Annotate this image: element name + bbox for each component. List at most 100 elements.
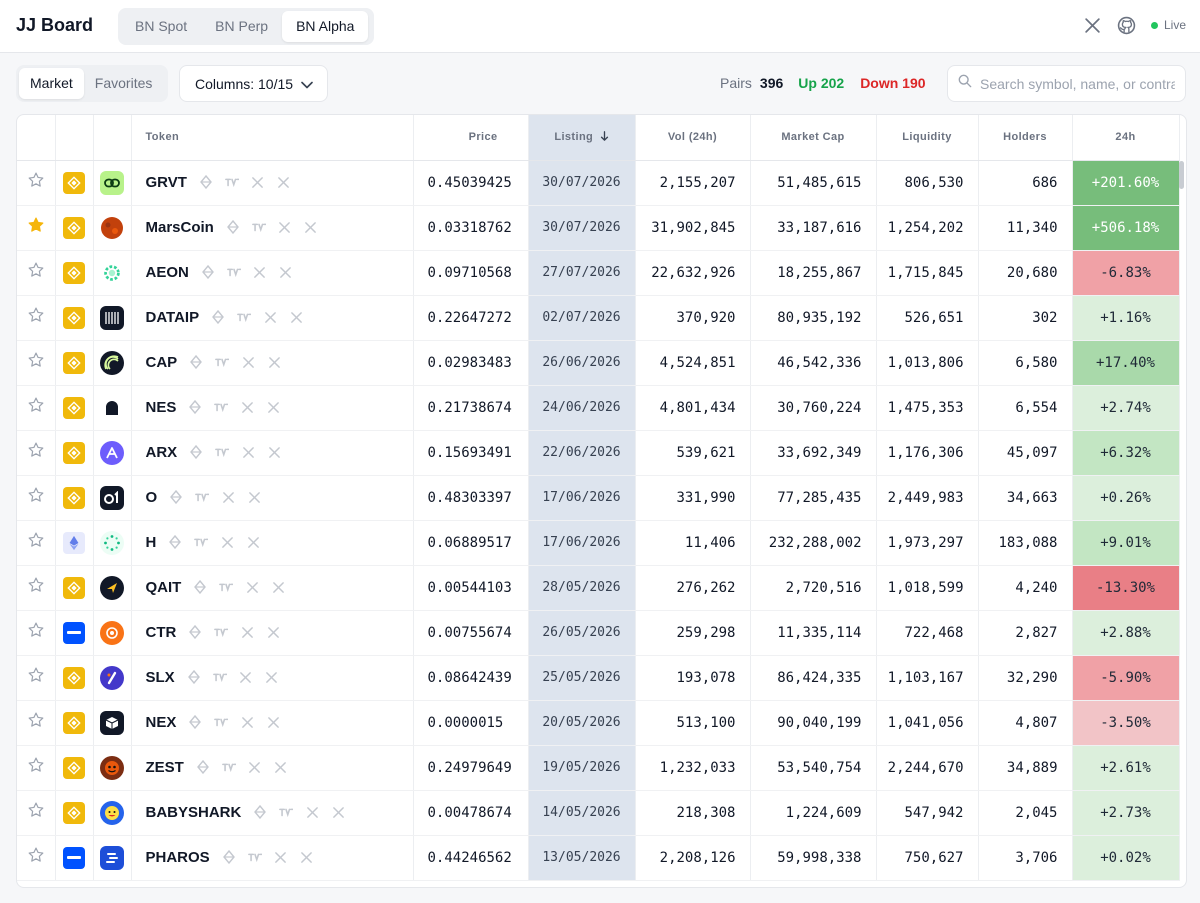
x-search-icon[interactable] [274,760,288,774]
x-search-icon[interactable] [266,625,280,639]
search-input[interactable] [980,75,1175,92]
table-row[interactable]: MarsCoin 0.03318762 30/07/2026 31,902,84… [17,205,1180,251]
tab-bn-spot[interactable]: BN Spot [135,18,188,34]
table-row[interactable]: CAP 0.02983483 26/06/2026 4,524,851 46,5… [17,340,1180,386]
table-row[interactable]: PHAROS 0.44246562 13/05/2026 2,208,126 5… [17,835,1180,881]
token-cell[interactable]: ARX [131,430,414,476]
contract-icon[interactable] [189,445,203,460]
x-search-icon[interactable] [271,580,285,594]
favorite-star[interactable] [17,430,56,476]
token-symbol[interactable]: BABYSHARK [145,803,242,821]
contract-icon[interactable] [188,625,202,640]
x-search-icon[interactable] [289,310,303,324]
x-twitter-icon[interactable] [248,760,262,774]
favorite-star[interactable] [17,790,56,836]
x-search-icon[interactable] [267,355,281,369]
x-search-icon[interactable] [266,715,280,729]
table-row[interactable]: ARX 0.15693491 22/06/2026 539,621 33,692… [17,430,1180,476]
header-holders[interactable]: Holders [978,115,1073,161]
token-cell[interactable]: SLX [131,655,414,701]
x-twitter-icon[interactable] [274,850,288,864]
token-cell[interactable]: ZEST [131,745,414,791]
token-cell[interactable]: QAIT [131,565,414,611]
table-row[interactable]: NEX 0.0000015 20/05/2026 513,100 90,040,… [17,700,1180,746]
header-change-24h[interactable]: 24h [1072,115,1180,161]
x-twitter-icon[interactable] [240,715,254,729]
table-row[interactable]: O 0.48303397 17/06/2026 331,990 77,285,4… [17,475,1180,521]
favorite-star[interactable] [17,655,56,701]
favorite-star[interactable] [17,700,56,746]
token-symbol[interactable]: ZEST [145,758,184,776]
favorite-star[interactable] [17,610,56,656]
table-row[interactable]: H 0.06889517 17/06/2026 11,406 232,288,0… [17,520,1180,566]
x-twitter-icon[interactable] [239,670,253,684]
tradingview-icon[interactable] [237,310,252,324]
tradingview-icon[interactable] [214,400,229,414]
token-symbol[interactable]: PHAROS [145,848,210,866]
token-symbol[interactable]: NEX [145,713,177,731]
x-twitter-icon[interactable] [305,805,319,819]
x-twitter-icon[interactable] [278,220,292,234]
x-search-icon[interactable] [265,670,279,684]
x-twitter-icon[interactable] [263,310,277,324]
header-token[interactable]: Token [131,115,414,161]
x-twitter-icon[interactable] [1083,15,1103,35]
columns-button[interactable]: Columns: 10/15 [179,65,328,102]
table-row[interactable]: GRVT 0.45039425 30/07/2026 2,155,207 51,… [17,160,1180,206]
token-symbol[interactable]: DATAIP [145,308,200,326]
contract-icon[interactable] [169,490,183,505]
x-twitter-icon[interactable] [240,400,254,414]
token-cell[interactable]: MarsCoin [131,205,414,251]
table-row[interactable]: BABYSHARK 0.00478674 14/05/2026 218,308 … [17,790,1180,836]
token-symbol[interactable]: H [145,533,157,551]
x-twitter-icon[interactable] [221,490,235,504]
token-cell[interactable]: GRVT [131,160,414,206]
tradingview-icon[interactable] [214,715,229,729]
contract-icon[interactable] [226,220,240,235]
header-liquidity[interactable]: Liquidity [876,115,979,161]
token-symbol[interactable]: MarsCoin [145,218,214,236]
table-row[interactable]: ZEST 0.24979649 19/05/2026 1,232,033 53,… [17,745,1180,791]
favorite-star[interactable] [17,475,56,521]
tab-bn-alpha[interactable]: BN Alpha [282,11,369,42]
x-twitter-icon[interactable] [251,175,265,189]
contract-icon[interactable] [201,265,215,280]
x-twitter-icon[interactable] [241,445,255,459]
token-symbol[interactable]: O [145,488,158,506]
tradingview-icon[interactable] [224,175,239,189]
tab-favorites[interactable]: Favorites [94,75,153,91]
table-row[interactable]: CTR 0.00755674 26/05/2026 259,298 11,335… [17,610,1180,656]
tradingview-icon[interactable] [195,490,210,504]
contract-icon[interactable] [253,805,267,820]
x-twitter-icon[interactable] [220,535,234,549]
token-symbol[interactable]: QAIT [145,578,182,596]
favorite-star[interactable] [17,295,56,341]
token-cell[interactable]: NES [131,385,414,431]
token-cell[interactable]: CAP [131,340,414,386]
tradingview-icon[interactable] [247,850,262,864]
x-search-icon[interactable] [279,265,293,279]
tradingview-icon[interactable] [279,805,294,819]
x-search-icon[interactable] [300,850,314,864]
token-cell[interactable]: NEX [131,700,414,746]
table-row[interactable]: AEON 0.09710568 27/07/2026 22,632,926 18… [17,250,1180,296]
tab-bn-perp[interactable]: BN Perp [215,18,269,34]
tradingview-icon[interactable] [214,625,229,639]
table-row[interactable]: NES 0.21738674 24/06/2026 4,801,434 30,7… [17,385,1180,431]
token-cell[interactable]: H [131,520,414,566]
x-search-icon[interactable] [331,805,345,819]
x-twitter-icon[interactable] [253,265,267,279]
favorite-star[interactable] [17,520,56,566]
token-cell[interactable]: O [131,475,414,521]
token-cell[interactable]: AEON [131,250,414,296]
token-symbol[interactable]: SLX [145,668,175,686]
token-cell[interactable]: BABYSHARK [131,790,414,836]
token-cell[interactable]: CTR [131,610,414,656]
contract-icon[interactable] [199,175,213,190]
contract-icon[interactable] [188,715,202,730]
tradingview-icon[interactable] [215,355,230,369]
header-market-cap[interactable]: Market Cap [750,115,877,161]
contract-icon[interactable] [222,850,236,865]
favorite-star[interactable] [17,835,56,881]
table-row[interactable]: DATAIP 0.22647272 02/07/2026 370,920 80,… [17,295,1180,341]
